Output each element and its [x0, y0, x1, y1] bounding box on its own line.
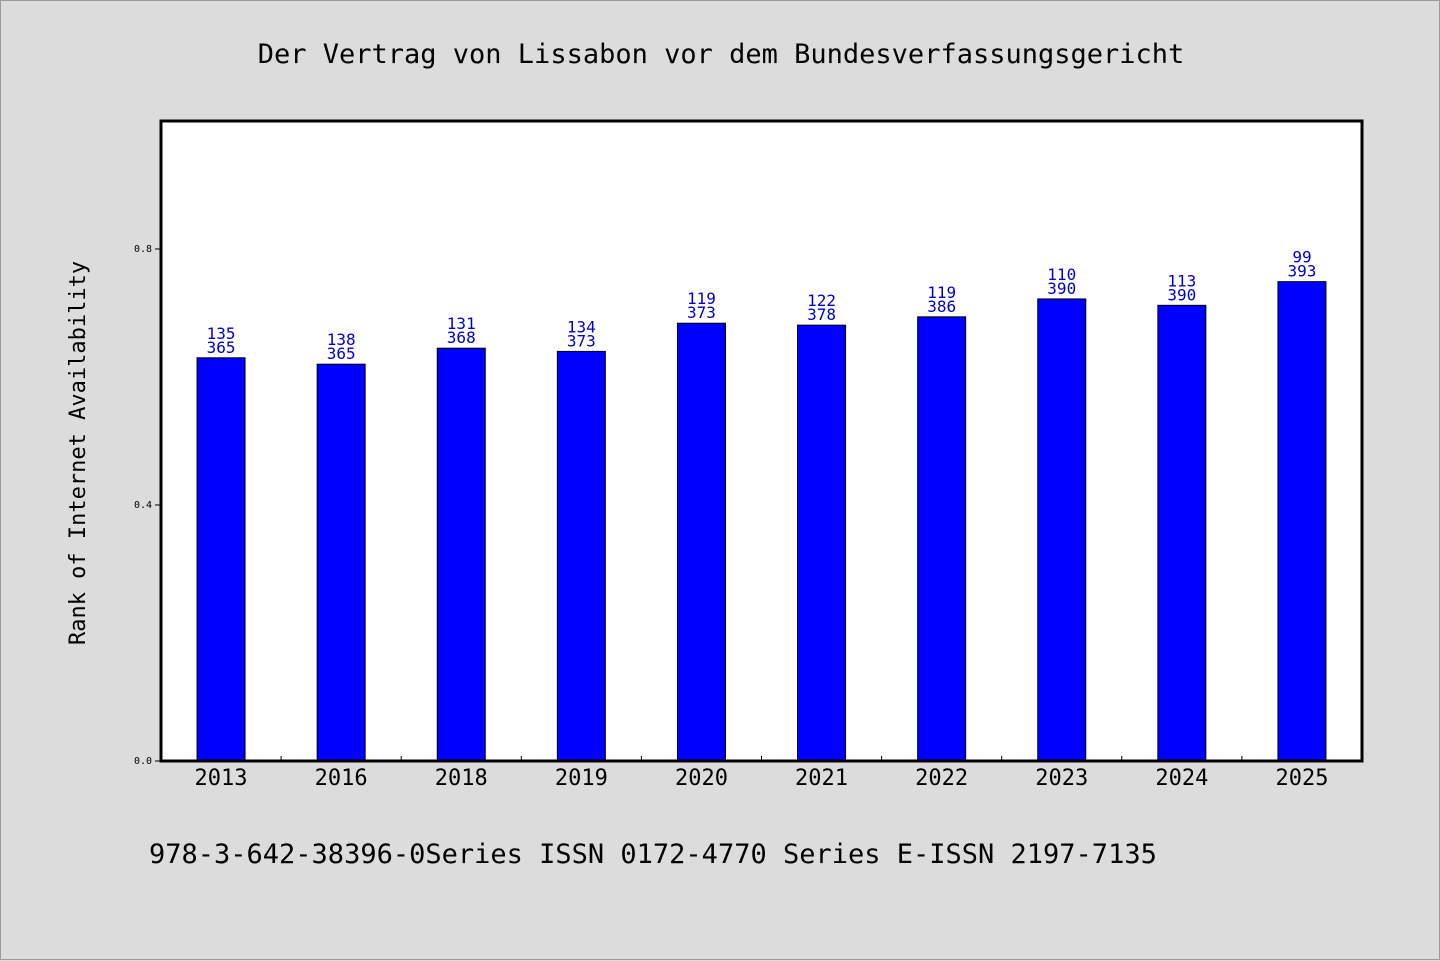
x-tick-label-2022: 2022 — [915, 766, 968, 791]
bar-2016 — [316, 363, 366, 762]
bar-label-top-2019: 134 — [567, 317, 596, 336]
bar-label-top-2023: 110 — [1047, 265, 1076, 284]
chart-title: Der Vertrag von Lissabon vor dem Bundesv… — [258, 39, 1185, 70]
bar-label-top-2020: 119 — [687, 289, 716, 308]
bar-label-bottom-2024: 390 — [1167, 285, 1196, 304]
bars-group — [196, 281, 1327, 762]
footer-isbn-text: 978-3-642-38396-0Series ISSN 0172-4770 S… — [149, 839, 1157, 870]
bar-2013 — [196, 357, 246, 762]
x-tick-label-2021: 2021 — [795, 766, 848, 791]
x-tick-label-2024: 2024 — [1155, 766, 1208, 791]
bar-label-bottom-2020: 373 — [687, 303, 716, 322]
bar-2025 — [1277, 281, 1327, 762]
bar-label-bottom-2018: 368 — [447, 328, 476, 347]
y-axis-label: Rank of Internet Availability — [66, 261, 91, 645]
bar-2024 — [1157, 304, 1207, 762]
bar-label-bottom-2021: 378 — [807, 305, 836, 324]
bar-2021 — [797, 324, 847, 762]
bar-label-bottom-2016: 365 — [327, 344, 356, 363]
bar-2023 — [1037, 298, 1087, 762]
bar-label-top-2024: 113 — [1167, 271, 1196, 290]
x-tick-label-2013: 2013 — [195, 766, 248, 791]
bar-label-bottom-2023: 390 — [1047, 279, 1076, 298]
bar-label-top-2022: 119 — [927, 283, 956, 302]
bar-2019 — [556, 350, 606, 762]
x-tick-label-2023: 2023 — [1035, 766, 1088, 791]
x-axis-ticks: 2013 2016 2018 2019 2020 2021 2022 2023 2024 2025 — [195, 756, 1328, 791]
x-tick-label-2016: 2016 — [315, 766, 368, 791]
y-tick-label-0.8: 0.8 — [134, 244, 152, 255]
y-axis-ticks: 0.0 0.4 0.8 — [134, 244, 161, 767]
bar-label-top-2013: 135 — [207, 324, 236, 343]
bar-label-top-2025: 99 — [1292, 248, 1311, 267]
bar-label-top-2021: 122 — [807, 291, 836, 310]
x-tick-label-2020: 2020 — [675, 766, 728, 791]
bar-label-bottom-2019: 373 — [567, 331, 596, 350]
plot-border — [159, 119, 1364, 763]
bar-label-top-2016: 138 — [327, 330, 356, 349]
x-tick-label-2018: 2018 — [435, 766, 488, 791]
bar-label-bottom-2022: 386 — [927, 297, 956, 316]
bar-label-bottom-2025: 393 — [1287, 262, 1316, 281]
bar-2022 — [917, 316, 967, 762]
y-tick-label-0.0: 0.0 — [134, 756, 152, 767]
y-tick-label-0.4: 0.4 — [134, 500, 152, 511]
bar-label-bottom-2013: 365 — [207, 338, 236, 357]
bar-label-top-2018: 131 — [447, 314, 476, 333]
x-tick-label-2019: 2019 — [555, 766, 608, 791]
x-tick-label-2025: 2025 — [1275, 766, 1328, 791]
bar-2018 — [436, 347, 486, 762]
bar-2020 — [676, 322, 726, 762]
